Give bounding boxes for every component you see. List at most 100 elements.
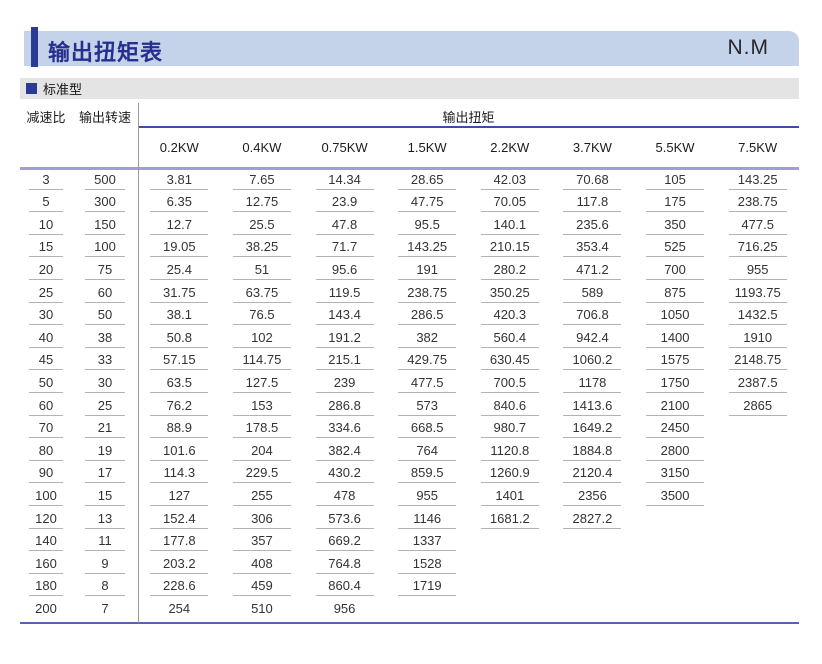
- torque-cell: 239: [303, 373, 386, 396]
- table-row: 160 9 203.2 408 764.8 1528: [20, 554, 799, 577]
- torque-cell: 95.6: [303, 260, 386, 283]
- table-row: 30 50 38.1 76.5 143.4 286.5 420.3 706.8 1050 14…: [20, 306, 799, 329]
- torque-cell: 95.5: [386, 215, 469, 238]
- torque-cell: 19.05: [138, 238, 221, 261]
- torque-cell: 229.5: [221, 464, 304, 487]
- table-row: 25 60 31.75 63.75 119.5 238.75 350.25 589 875 1…: [20, 283, 799, 306]
- torque-cell: 238.75: [386, 283, 469, 306]
- torque-cell: [716, 599, 799, 622]
- torque-cell: 420.3: [469, 306, 552, 329]
- torque-cell: 238.75: [716, 193, 799, 216]
- speed-column-header: 输出转速: [78, 110, 131, 125]
- torque-cell: 47.75: [386, 193, 469, 216]
- torque-cell: 254: [168, 600, 191, 616]
- torque-cell: 105: [634, 170, 717, 193]
- power-column-header: 0.4KW: [242, 140, 282, 155]
- speed-cell: 150: [72, 215, 138, 238]
- ratio-cell: 25: [20, 283, 72, 306]
- torque-cell: 875: [634, 283, 717, 306]
- ratio-cell: 5: [20, 193, 72, 216]
- table-row: 60 25 76.2 153 286.8 573 840.6 1413.6 2100 2865: [20, 396, 799, 419]
- torque-cell: 286.8: [303, 396, 386, 419]
- page-title: 输出扭矩表: [48, 40, 164, 65]
- title-accent-bar: [31, 27, 38, 67]
- speed-cell: 60: [72, 283, 138, 306]
- torque-cell: 2100: [634, 396, 717, 419]
- ratio-cell: 200: [35, 600, 57, 616]
- speed-cell: 38: [72, 328, 138, 351]
- torque-cell: [634, 509, 717, 532]
- speed-cell: 15: [72, 486, 138, 509]
- torque-cell: 6.35: [138, 193, 221, 216]
- torque-cell: 177.8: [138, 532, 221, 555]
- speed-cell: 25: [72, 396, 138, 419]
- torque-cell: 860.4: [303, 577, 386, 600]
- torque-cell: 3150: [634, 464, 717, 487]
- ratio-cell: 60: [20, 396, 72, 419]
- table-row: 80 19 101.6 204 382.4 764 1120.8 1884.8 2800: [20, 441, 799, 464]
- torque-cell: 63.5: [138, 373, 221, 396]
- torque-cell: [716, 419, 799, 442]
- torque-cell: 1750: [634, 373, 717, 396]
- torque-cell: 357: [221, 532, 304, 555]
- torque-cell: 57.15: [138, 351, 221, 374]
- torque-cell: [716, 486, 799, 509]
- ratio-cell: 90: [20, 464, 72, 487]
- ratio-cell: 180: [20, 577, 72, 600]
- torque-cell: 942.4: [551, 328, 634, 351]
- torque-cell: [551, 554, 634, 577]
- torque-cell: 478: [303, 486, 386, 509]
- torque-cell: 477.5: [716, 215, 799, 238]
- ratio-cell: 10: [20, 215, 72, 238]
- torque-cell: [469, 577, 552, 600]
- torque-cell: 191.2: [303, 328, 386, 351]
- torque-cell: 101.6: [138, 441, 221, 464]
- torque-cell: 25.5: [221, 215, 304, 238]
- torque-cell: 589: [551, 283, 634, 306]
- torque-cell: 573.6: [303, 509, 386, 532]
- torque-cell: 70.68: [551, 170, 634, 193]
- torque-cell: 764.8: [303, 554, 386, 577]
- torque-cell: 2148.75: [716, 351, 799, 374]
- torque-cell: 12.75: [221, 193, 304, 216]
- torque-cell: 117.8: [551, 193, 634, 216]
- speed-cell: 50: [72, 306, 138, 329]
- torque-cell: 306: [221, 509, 304, 532]
- torque-cell: 573: [386, 396, 469, 419]
- torque-cell: 859.5: [386, 464, 469, 487]
- torque-cell: 1910: [716, 328, 799, 351]
- torque-cell: 152.4: [138, 509, 221, 532]
- speed-cell: 30: [72, 373, 138, 396]
- torque-cell: 63.75: [221, 283, 304, 306]
- torque-cell: 510: [251, 600, 273, 616]
- torque-cell: 382: [386, 328, 469, 351]
- power-column-header: 2.2KW: [490, 140, 530, 155]
- ratio-cell: 160: [20, 554, 72, 577]
- ratio-cell: 70: [20, 419, 72, 442]
- torque-cell: 114.75: [221, 351, 304, 374]
- speed-cell: 8: [72, 577, 138, 600]
- power-column-header: 5.5KW: [655, 140, 695, 155]
- torque-cell: 286.5: [386, 306, 469, 329]
- torque-cell: 280.2: [469, 260, 552, 283]
- torque-cell: [634, 577, 717, 600]
- speed-cell: 11: [72, 532, 138, 555]
- table-row: 140 11 177.8 357 669.2 1337: [20, 532, 799, 555]
- torque-cell: 980.7: [469, 419, 552, 442]
- speed-cell: 17: [72, 464, 138, 487]
- table-row: 45 33 57.15 114.75 215.1 429.75 630.45 1060.2…: [20, 351, 799, 374]
- torque-cell: 1432.5: [716, 306, 799, 329]
- title-bar: 输出扭矩表 N.M: [24, 27, 799, 67]
- torque-cell: [716, 509, 799, 532]
- torque-cell: 2827.2: [551, 509, 634, 532]
- torque-cell: 76.5: [221, 306, 304, 329]
- speed-cell: 9: [72, 554, 138, 577]
- table-row: 90 17 114.3 229.5 430.2 859.5 1260.9 2120.4 31…: [20, 464, 799, 487]
- torque-cell: 143.4: [303, 306, 386, 329]
- section-label: 标准型: [43, 82, 83, 97]
- torque-cell: 1649.2: [551, 419, 634, 442]
- ratio-cell: 45: [20, 351, 72, 374]
- torque-cell: 525: [634, 238, 717, 261]
- table-row: 180 8 228.6 459 860.4 1719: [20, 577, 799, 600]
- torque-cell: 459: [221, 577, 304, 600]
